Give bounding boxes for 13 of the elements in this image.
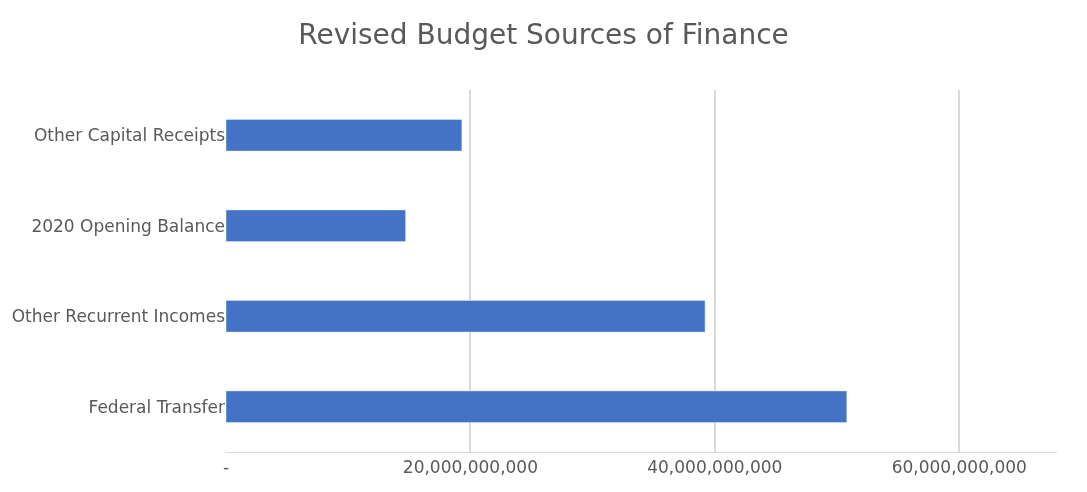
x-tick-label: 40,000,000,000: [647, 457, 783, 478]
bar: [226, 390, 848, 423]
x-tick-label: -: [222, 457, 230, 478]
y-tick-label: Other Capital Receipts: [33, 125, 226, 146]
bar: [226, 209, 406, 242]
x-tick-label: 20,000,000,000: [402, 457, 538, 478]
x-tick-label: 60,000,000,000: [891, 457, 1027, 478]
chart-title: Revised Budget Sources of Finance: [298, 18, 789, 52]
y-tick-label: Other Recurrent Incomes: [11, 306, 226, 327]
bar: [226, 300, 706, 333]
y-tick-label: Federal Transfer: [88, 396, 226, 417]
bar: [226, 119, 463, 152]
y-tick-label: 2020 Opening Balance: [31, 215, 225, 236]
